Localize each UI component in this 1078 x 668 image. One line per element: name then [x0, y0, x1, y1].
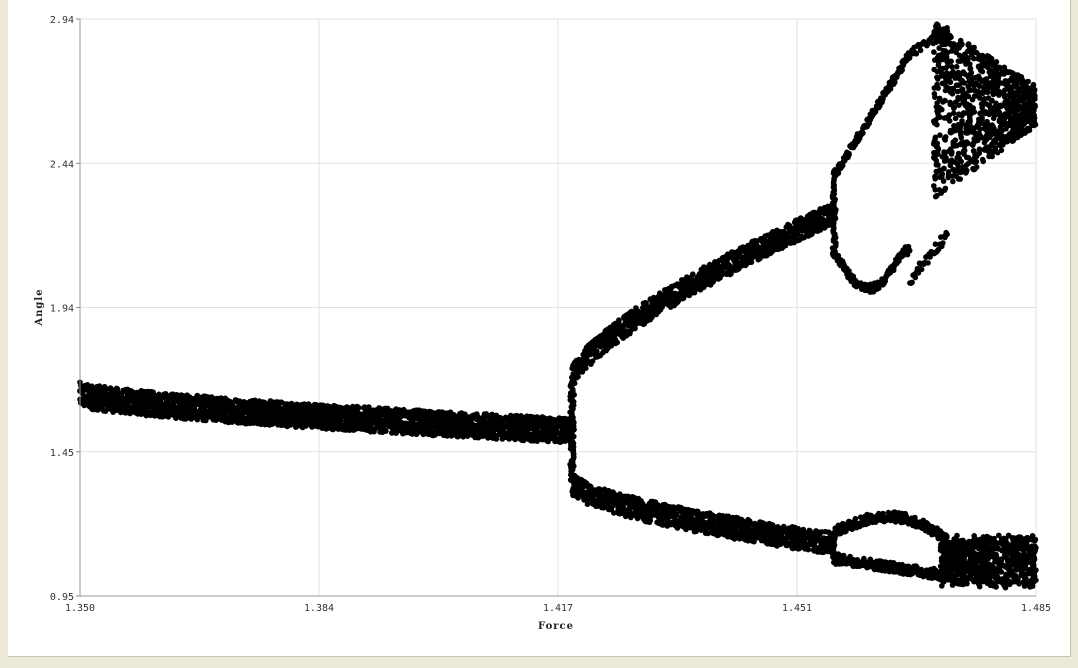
data-points: [77, 21, 1039, 591]
data-point: [222, 413, 229, 420]
data-point: [950, 178, 956, 185]
data-point: [579, 369, 586, 375]
data-point: [608, 343, 615, 349]
data-point: [935, 146, 942, 152]
data-point: [891, 79, 898, 86]
data-point: [690, 271, 696, 278]
data-point: [912, 274, 919, 281]
data-point: [909, 279, 915, 286]
data-point: [514, 412, 520, 419]
data-point: [659, 304, 665, 310]
data-point: [455, 433, 462, 440]
data-point: [906, 248, 913, 254]
data-point: [173, 415, 179, 422]
data-point: [860, 130, 866, 136]
data-point: [680, 295, 687, 302]
data-point: [627, 505, 633, 511]
data-point: [614, 339, 620, 346]
data-point: [383, 428, 389, 434]
data-point: [673, 511, 680, 518]
data-point: [931, 183, 937, 189]
data-point: [944, 231, 950, 238]
data-point: [410, 420, 416, 427]
data-point: [632, 325, 638, 332]
data-point: [705, 530, 711, 537]
data-point: [660, 522, 666, 528]
data-point: [452, 413, 458, 419]
data-point: [344, 406, 351, 412]
data-point: [890, 267, 897, 274]
bifurcation-chart: 1.350 1.384 1.417 1.451 1.4850.951.451.942.4…: [34, 15, 1051, 632]
data-point: [846, 150, 852, 157]
data-point: [583, 365, 589, 372]
data-point: [925, 260, 931, 266]
data-point: [918, 266, 925, 273]
data-point: [584, 501, 591, 508]
data-point: [589, 358, 596, 364]
data-point: [693, 528, 699, 535]
data-point: [355, 405, 362, 411]
grid-lines: [79, 18, 1037, 597]
data-point: [616, 317, 622, 323]
data-point: [570, 371, 576, 377]
data-point: [917, 47, 924, 54]
data-point: [261, 399, 268, 406]
chart-panel: 1.350 1.384 1.417 1.451 1.485 0.95 1.45 1.94 2.4…: [8, 0, 1071, 657]
data-point: [940, 240, 946, 246]
